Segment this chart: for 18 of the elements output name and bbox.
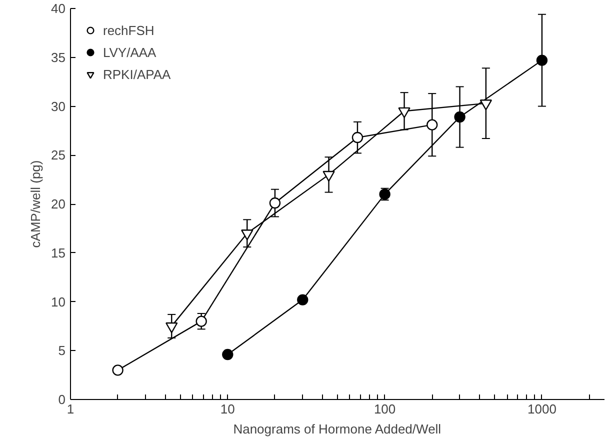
y-tick-label: 5 [58, 343, 66, 358]
y-tick-label: 40 [51, 1, 66, 16]
x-tick-label: 1 [66, 402, 74, 416]
legend-label: LVY/AAA [103, 44, 156, 60]
x-tick-label: 1000 [528, 402, 556, 416]
y-tick-label: 10 [51, 294, 66, 310]
y-tick-label: 15 [51, 245, 66, 260]
y-tick-label: 0 [58, 392, 66, 407]
legend-label: RPKI/APAA [103, 66, 171, 82]
x-tick-label: 100 [374, 402, 396, 416]
x-axis-title: Nanograms of Hormone Added/Well [233, 422, 442, 436]
y-tick-label: 25 [51, 148, 66, 163]
y-axis-title: cAMP/well (pg) [28, 160, 44, 248]
x-tick-label: 10 [220, 402, 235, 416]
y-tick-label: 35 [51, 50, 66, 65]
legend-label: rechFSH [103, 22, 154, 38]
y-tick-label: 30 [51, 98, 66, 114]
y-tick-label: 20 [51, 196, 66, 212]
